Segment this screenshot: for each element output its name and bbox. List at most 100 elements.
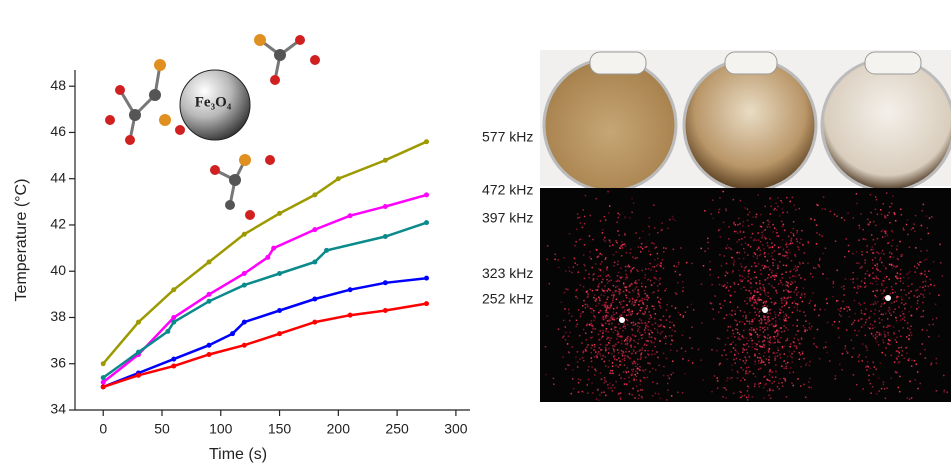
speckle [635, 362, 637, 364]
speckle [874, 243, 876, 245]
speckle [864, 259, 866, 261]
speckle [640, 310, 642, 312]
speckle [836, 300, 838, 302]
speckle [749, 356, 751, 358]
speckle [591, 361, 593, 363]
speckle [779, 355, 781, 357]
speckle [740, 391, 742, 393]
speckle [774, 357, 776, 359]
speckle [759, 255, 761, 257]
speckle [873, 221, 875, 223]
speckle [857, 278, 859, 280]
speckle [771, 255, 773, 257]
speckle [609, 360, 611, 362]
speckle [568, 313, 570, 315]
speckle [883, 326, 885, 328]
speckle [619, 293, 621, 295]
speckle [751, 327, 753, 329]
speckle [878, 253, 880, 255]
speckle [889, 264, 891, 266]
speckle [742, 279, 744, 281]
speckle [794, 338, 796, 340]
speckle [762, 341, 764, 343]
speckle [903, 313, 905, 315]
speckle [558, 328, 560, 330]
speckle [725, 271, 727, 273]
speckle [632, 298, 634, 300]
speckle [622, 312, 624, 314]
speckle [617, 349, 619, 351]
speckle [629, 341, 631, 343]
speckle [625, 270, 627, 272]
speckle [612, 244, 614, 246]
speckle [734, 336, 736, 338]
speckle [893, 333, 895, 335]
speckle [670, 344, 672, 346]
speckle [594, 317, 596, 319]
speckle [707, 238, 709, 240]
speckle [599, 339, 601, 341]
speckle [938, 294, 940, 296]
speckle [896, 300, 898, 302]
speckle [577, 288, 579, 290]
speckle [745, 317, 747, 319]
speckle [601, 337, 603, 339]
speckle [663, 268, 665, 270]
speckle [613, 319, 615, 321]
speckle [763, 331, 765, 333]
speckle [773, 209, 775, 211]
speckle [838, 309, 840, 311]
speckle [781, 221, 783, 223]
speckle [823, 253, 825, 255]
speckle [669, 378, 671, 380]
speckle [926, 258, 928, 260]
speckle [676, 293, 678, 295]
speckle [734, 362, 736, 364]
speckle [873, 239, 875, 241]
speckle [872, 325, 874, 327]
speckle [596, 249, 598, 251]
speckle [672, 372, 674, 374]
speckle [807, 263, 809, 265]
speckle [796, 238, 798, 240]
speckle [666, 358, 668, 360]
speckle [651, 284, 653, 286]
speckle [804, 327, 806, 329]
speckle [650, 314, 652, 316]
speckle [889, 325, 891, 327]
speckle [709, 261, 711, 263]
speckle [594, 344, 596, 346]
speckle [567, 364, 569, 366]
speckle [883, 381, 885, 383]
speckle [944, 390, 946, 392]
speckle [735, 349, 737, 351]
speckle [900, 289, 902, 291]
speckle [585, 350, 587, 352]
speckle [751, 330, 753, 332]
speckle [775, 364, 777, 366]
speckle [773, 336, 775, 338]
speckle [592, 239, 594, 241]
speckle [752, 346, 754, 348]
speckle [685, 351, 687, 353]
speckle [887, 334, 889, 336]
speckle [786, 197, 788, 199]
speckle [629, 298, 631, 300]
speckle [734, 291, 736, 293]
speckle [686, 262, 688, 264]
speckle [796, 294, 798, 296]
speckle [626, 319, 628, 321]
speckle [575, 241, 577, 243]
speckle [738, 239, 740, 241]
speckle [577, 264, 579, 266]
speckle [764, 291, 766, 293]
speckle [776, 331, 778, 333]
speckle [757, 357, 759, 359]
speckle [886, 387, 888, 389]
speckle [575, 356, 577, 358]
speckle [770, 309, 772, 311]
speckle [586, 291, 588, 293]
speckle [866, 245, 868, 247]
speckle [894, 309, 896, 311]
speckle [901, 355, 903, 357]
